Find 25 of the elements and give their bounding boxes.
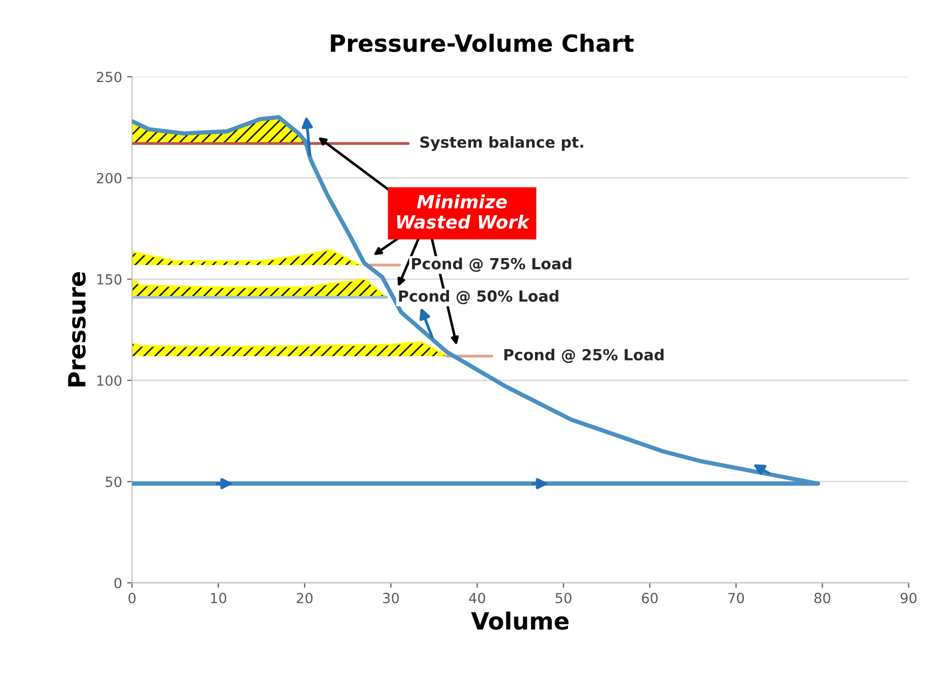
- x-tick-label: 30: [383, 592, 399, 604]
- x-tick-label: 90: [900, 592, 917, 604]
- y-tick-label: 50: [106, 476, 122, 488]
- x-tick-label: 50: [556, 592, 572, 604]
- x-tick-label: 60: [642, 592, 658, 604]
- x-axis-title: Volume: [471, 612, 569, 630]
- annotation: Minimize Wasted Work: [397, 194, 530, 229]
- x-tick-label: 10: [211, 592, 226, 604]
- y-tick-label: 0: [114, 578, 122, 588]
- x-tick-label: 20: [296, 592, 313, 604]
- y-tick-label: 200: [96, 172, 122, 184]
- x-tick-label: 70: [728, 592, 744, 604]
- annotation: Pcond @ 50% Load: [399, 290, 558, 304]
- y-tick-label: 250: [96, 72, 122, 82]
- y-tick-label: 150: [97, 274, 122, 285]
- x-tick-label: 0: [128, 592, 136, 604]
- annotation: Pcond @ 75% Load: [412, 258, 572, 272]
- x-tick-label: 40: [469, 592, 486, 604]
- line-series: [132, 115, 820, 486]
- x-tick-label: 80: [814, 592, 830, 604]
- y-axis-title: Pressure: [68, 272, 86, 386]
- chart-title: Pressure-Volume Chart: [330, 34, 634, 52]
- annotation: System balance pt.: [420, 136, 584, 151]
- y-tick-label: 100: [97, 375, 122, 386]
- annotation: Pcond @ 25% Load: [504, 348, 664, 363]
